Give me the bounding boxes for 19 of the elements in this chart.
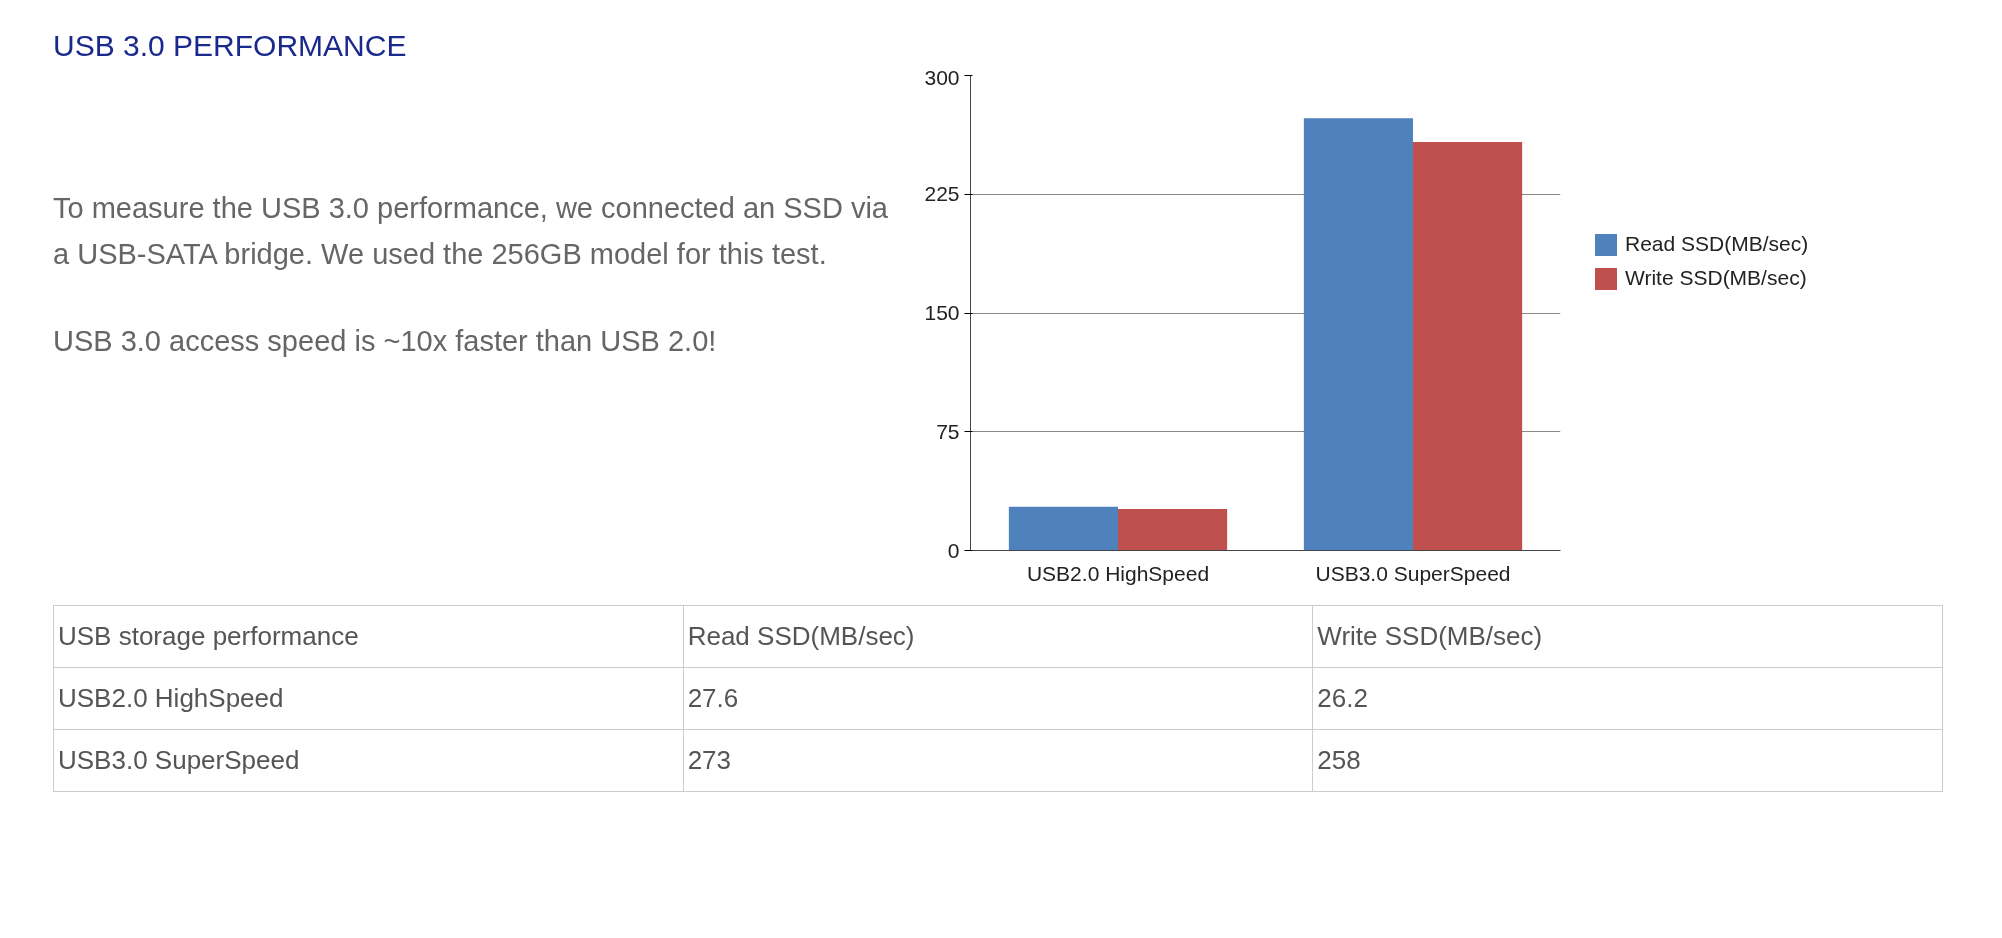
text: 273	[683, 729, 1313, 792]
y-tick-label: 150	[924, 301, 960, 324]
text: USB 3.0 PERFORMANCE	[53, 28, 407, 64]
text: Read SSD(MB/sec)	[687, 621, 915, 651]
text: USB storage performance	[53, 605, 684, 668]
y-tick-label: 300	[924, 65, 960, 89]
legend-label: Read SSD(MB/sec)	[1624, 231, 1809, 257]
y-tick-label: 225	[924, 182, 960, 206]
text: 26.2	[1312, 667, 1943, 730]
legend-label: Write SSD(MB/sec)	[1624, 265, 1808, 291]
text: Write SSD(MB/sec)	[1317, 621, 1543, 651]
category-label: USB3.0 SuperSpeed	[58, 745, 300, 776]
y-tick-label: 75	[936, 419, 960, 443]
y-tick-label: 0	[947, 538, 960, 562]
text: USB 3.0 access speed is ~10x faster than USB 2.0!	[53, 323, 718, 359]
text: To measure the USB 3.0 performance, we connected an SSD via a USB-SATA bridge. We used the 256GB model for this test.	[53, 191, 889, 273]
text: 258	[1312, 729, 1943, 792]
category-label: USB2.0 HighSpeed	[58, 683, 284, 714]
text: 27.6	[683, 667, 1313, 730]
